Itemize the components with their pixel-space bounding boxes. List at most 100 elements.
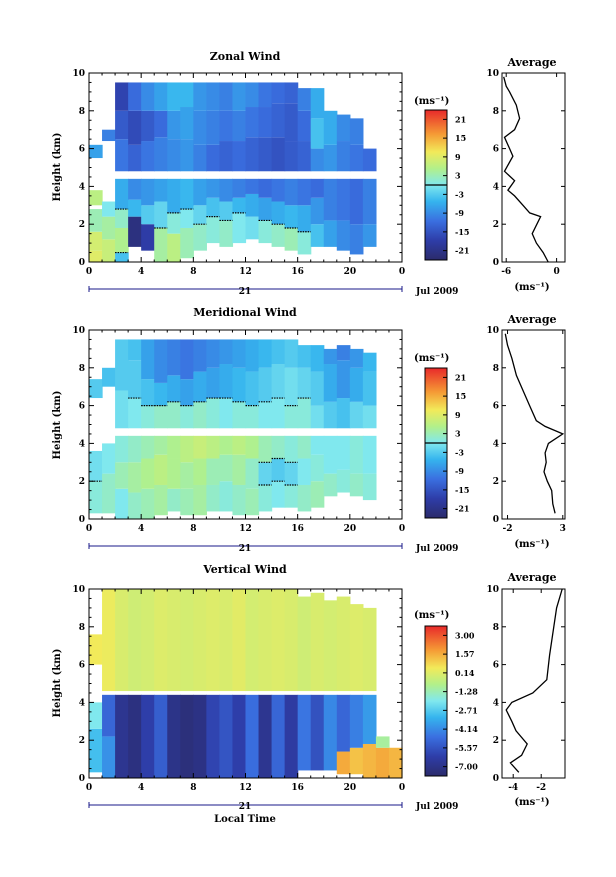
- vertical-heatmap-cell: [128, 694, 142, 778]
- meridional-heatmap-cell: [310, 435, 325, 455]
- vertical-heatmap-cell: [115, 589, 129, 692]
- meridional-heatmap-cell: [102, 367, 116, 387]
- zonal-colorbar-tick-label: 21: [455, 114, 466, 124]
- vertical-ytick-label: 4: [79, 698, 85, 708]
- vertical-heatmap-cell: [284, 589, 299, 692]
- meridional-heatmap-cell: [232, 339, 247, 368]
- zonal-colorbar-tick-label: 9: [455, 152, 461, 162]
- zonal-colorbar-tick-label: 15: [455, 133, 466, 143]
- meridional-heatmap-cell: [141, 435, 155, 459]
- zonal-heatmap-cell: [167, 139, 181, 172]
- meridional-average-profile-line: [504, 333, 565, 514]
- meridional-heatmap-cell: [219, 364, 234, 399]
- meridional-heatmap-cell: [206, 398, 221, 429]
- meridional-heatmap-cell: [310, 405, 325, 429]
- meridional-heatmap-cell: [206, 458, 221, 485]
- vertical-axes: 0 2 4 6 8 10 0 4 8 12 16 20 0: [72, 585, 405, 808]
- zonal-heatmap-cell: [219, 141, 234, 172]
- zonal-heatmap-cell: [297, 141, 312, 172]
- vertical-colorbar-gradient: [424, 625, 448, 777]
- zonal-heatmap-cell: [180, 178, 194, 210]
- vertical-average-plot: 0 2 4 6 8 10 -4 -2: [486, 585, 565, 793]
- meridional-colorbar-tick-label: -21: [455, 504, 469, 514]
- meridional-average-ytick-label: 8: [493, 364, 499, 374]
- vertical-xtick-label: 8: [190, 783, 196, 793]
- zonal-heatmap-cell: [297, 205, 312, 232]
- meridional-heatmap-cell: [258, 484, 273, 512]
- meridional-xtick-label: 16: [291, 524, 304, 534]
- vertical-ytick-label: 6: [79, 661, 85, 671]
- vertical-colorbar-tick-label: 1.57: [455, 649, 474, 659]
- meridional-heatmap-cell: [310, 481, 325, 508]
- meridional-heatmap-cell: [141, 339, 155, 380]
- meridional-heatmap-cell: [258, 435, 273, 463]
- meridional-ytick-label: 10: [72, 326, 85, 336]
- meridional-heatmap-cell: [271, 364, 286, 399]
- meridional-heatmap-cell: [154, 454, 168, 485]
- zonal-ylabel: Height (km): [52, 133, 63, 202]
- zonal-heatmap-cell: [141, 110, 155, 142]
- meridional-heatmap-cell: [141, 379, 155, 406]
- meridional-heatmap-cell: [219, 435, 234, 455]
- zonal-heatmap-cell: [219, 220, 234, 247]
- zonal-heatmap-cell: [232, 212, 247, 244]
- zonal-heatmap-cell: [284, 205, 299, 228]
- meridional-average-frame: [501, 329, 566, 520]
- meridional-heatmap-cell: [180, 435, 194, 463]
- vertical-heatmap-cell: [271, 589, 286, 692]
- zonal-heatmap-cell: [193, 205, 207, 225]
- meridional-heatmap-cell: [297, 435, 312, 459]
- zonal-heatmap-cell: [362, 178, 377, 225]
- meridional-heatmap-cell: [245, 339, 260, 372]
- meridional-heatmap-cell: [284, 484, 299, 508]
- zonal-heatmap-cell: [180, 107, 194, 140]
- meridional-heatmap-cell: [310, 454, 325, 482]
- vertical-xtick-label: 0: [399, 783, 405, 793]
- meridional-heatmap-cell: [232, 454, 247, 485]
- zonal-xtick-label: 20: [344, 267, 357, 277]
- vertical-heatmap-cell: [349, 694, 364, 748]
- zonal-heatmap-cell: [284, 178, 299, 206]
- meridional-heatmap-cell: [336, 435, 351, 470]
- vertical-xtick-label: 4: [138, 783, 144, 793]
- zonal-title: Zonal Wind: [210, 50, 281, 63]
- zonal-heatmap-cell: [245, 193, 260, 217]
- vertical-heatmap-cell: [336, 751, 351, 775]
- zonal-heatmap-cell: [245, 107, 260, 138]
- meridional-heatmap-cell: [154, 435, 168, 455]
- vertical-heatmap-cell: [141, 589, 155, 692]
- vertical-heatmap-cell: [349, 604, 364, 692]
- meridional-average-xlabel: (ms⁻¹): [514, 539, 549, 550]
- zonal-heatmap-cell: [89, 209, 103, 232]
- zonal-heatmap-cell: [206, 144, 221, 172]
- meridional-average-panel: Average 0 2 4 6 8 10 -2 3 (ms⁻¹): [486, 313, 565, 550]
- vertical-heatmap-cell: [245, 694, 260, 778]
- zonal-colorbar-tick-label: -9: [455, 208, 464, 218]
- vertical-average-xtick-label: -2: [536, 783, 546, 793]
- vertical-xtick-label: 16: [291, 783, 304, 793]
- vertical-xlabel: Local Time: [214, 814, 276, 825]
- meridional-heatmap-cell: [284, 435, 299, 463]
- zonal-heatmap-cell: [128, 110, 142, 145]
- meridional-heatmap-cell: [232, 367, 247, 402]
- zonal-colorbar-tick-label: -21: [455, 246, 469, 256]
- meridional-wind-panel: Meridional Wind Height (km) 0 2 4 6 8 10 0 4 8 12…: [52, 306, 469, 554]
- vertical-heatmap-cell: [232, 589, 247, 692]
- vertical-average-profile-line: [505, 588, 563, 773]
- meridional-colorbar-tick-label: -3: [455, 447, 464, 457]
- vertical-heatmap-cell: [141, 694, 155, 778]
- zonal-heatmap-cell: [362, 224, 377, 247]
- vertical-colorbar: 3.00 1.57 0.14 -1.28 -2.71 -4.14 -5.57 -7.00: [424, 625, 478, 777]
- meridional-heatmap-cell: [89, 450, 103, 482]
- zonal-heatmap-cell: [154, 201, 168, 228]
- vertical-ytick-label: 2: [79, 736, 85, 746]
- meridional-average-ytick-label: 2: [493, 477, 499, 487]
- meridional-ytick-label: 2: [79, 477, 85, 487]
- zonal-heatmap-cell: [167, 212, 181, 234]
- zonal-heatmap-cell: [245, 216, 260, 240]
- meridional-heatmap-cell: [219, 398, 234, 429]
- vertical-heatmap-cell: [89, 702, 103, 729]
- vertical-xtick-label: 20: [344, 783, 357, 793]
